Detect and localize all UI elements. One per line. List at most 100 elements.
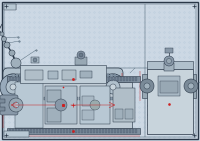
Bar bbox=[78, 77, 80, 81]
Bar bbox=[170, 125, 192, 134]
Bar bbox=[164, 63, 174, 71]
Bar bbox=[16, 74, 18, 77]
Bar bbox=[110, 97, 112, 100]
Bar bbox=[47, 97, 50, 100]
Bar bbox=[105, 77, 107, 81]
Bar bbox=[165, 48, 173, 53]
Bar bbox=[125, 109, 133, 119]
Bar bbox=[80, 86, 110, 124]
Bar bbox=[148, 69, 170, 78]
Bar bbox=[21, 129, 23, 133]
Bar bbox=[96, 97, 98, 100]
Bar bbox=[142, 74, 151, 98]
Bar bbox=[44, 74, 46, 77]
Bar bbox=[80, 71, 92, 78]
Circle shape bbox=[10, 84, 16, 90]
Bar bbox=[103, 97, 106, 100]
Circle shape bbox=[188, 83, 194, 89]
Bar bbox=[148, 106, 170, 115]
Bar bbox=[63, 77, 65, 81]
Bar bbox=[18, 129, 20, 133]
Bar bbox=[57, 129, 59, 133]
Bar bbox=[158, 76, 180, 96]
Bar bbox=[148, 97, 170, 106]
Bar bbox=[111, 129, 113, 133]
Bar bbox=[96, 74, 98, 77]
Bar bbox=[117, 77, 119, 81]
Bar bbox=[147, 69, 193, 134]
Bar bbox=[20, 65, 106, 83]
Bar bbox=[7, 128, 140, 134]
Bar bbox=[129, 129, 131, 133]
Bar bbox=[64, 74, 67, 77]
Bar bbox=[66, 77, 68, 81]
Bar bbox=[106, 74, 109, 77]
Bar bbox=[93, 129, 95, 133]
Bar bbox=[50, 74, 53, 77]
Bar bbox=[9, 129, 11, 133]
Bar bbox=[100, 74, 102, 77]
Bar bbox=[36, 129, 38, 133]
Bar bbox=[25, 70, 43, 80]
Bar bbox=[120, 77, 122, 81]
Bar bbox=[148, 78, 170, 87]
Bar bbox=[69, 129, 71, 133]
Bar bbox=[64, 97, 67, 100]
Bar bbox=[86, 97, 88, 100]
Circle shape bbox=[4, 42, 10, 48]
Bar bbox=[111, 77, 113, 81]
Bar bbox=[132, 129, 134, 133]
Bar bbox=[9, 77, 11, 81]
Bar bbox=[90, 77, 92, 81]
Bar bbox=[92, 74, 95, 77]
Bar bbox=[36, 77, 38, 81]
Circle shape bbox=[13, 102, 19, 108]
Bar bbox=[129, 77, 131, 81]
Bar bbox=[15, 129, 17, 133]
Bar bbox=[0, 99, 5, 103]
Bar bbox=[54, 77, 56, 81]
Bar bbox=[75, 129, 77, 133]
Bar bbox=[78, 129, 80, 133]
Bar bbox=[51, 77, 53, 81]
Bar bbox=[18, 77, 20, 81]
FancyBboxPatch shape bbox=[0, 95, 18, 115]
Bar bbox=[24, 129, 26, 133]
Circle shape bbox=[164, 56, 174, 66]
Bar bbox=[114, 74, 116, 77]
Circle shape bbox=[106, 80, 120, 94]
Bar bbox=[58, 74, 60, 77]
Bar bbox=[48, 129, 50, 133]
Circle shape bbox=[110, 84, 116, 90]
Bar bbox=[27, 129, 29, 133]
Bar bbox=[12, 97, 14, 100]
Bar bbox=[123, 129, 125, 133]
Bar bbox=[45, 129, 47, 133]
Bar bbox=[110, 74, 112, 77]
Bar bbox=[123, 77, 125, 81]
Bar bbox=[36, 74, 39, 77]
Bar bbox=[63, 129, 65, 133]
Bar bbox=[102, 129, 104, 133]
Bar bbox=[96, 77, 98, 81]
Bar bbox=[170, 97, 192, 106]
Bar bbox=[126, 129, 128, 133]
Bar bbox=[106, 97, 109, 100]
Bar bbox=[36, 97, 39, 100]
Bar bbox=[86, 74, 88, 77]
Bar bbox=[72, 74, 74, 77]
Bar bbox=[108, 129, 110, 133]
Bar bbox=[89, 97, 92, 100]
Bar bbox=[78, 97, 81, 100]
Bar bbox=[108, 77, 110, 81]
Bar bbox=[84, 129, 86, 133]
Bar bbox=[61, 97, 64, 100]
Bar bbox=[33, 97, 36, 100]
Bar bbox=[82, 97, 84, 100]
Bar bbox=[24, 77, 26, 81]
Bar bbox=[90, 129, 92, 133]
Bar bbox=[69, 77, 71, 81]
Bar bbox=[81, 129, 83, 133]
Bar bbox=[170, 115, 192, 125]
Bar bbox=[170, 78, 192, 87]
